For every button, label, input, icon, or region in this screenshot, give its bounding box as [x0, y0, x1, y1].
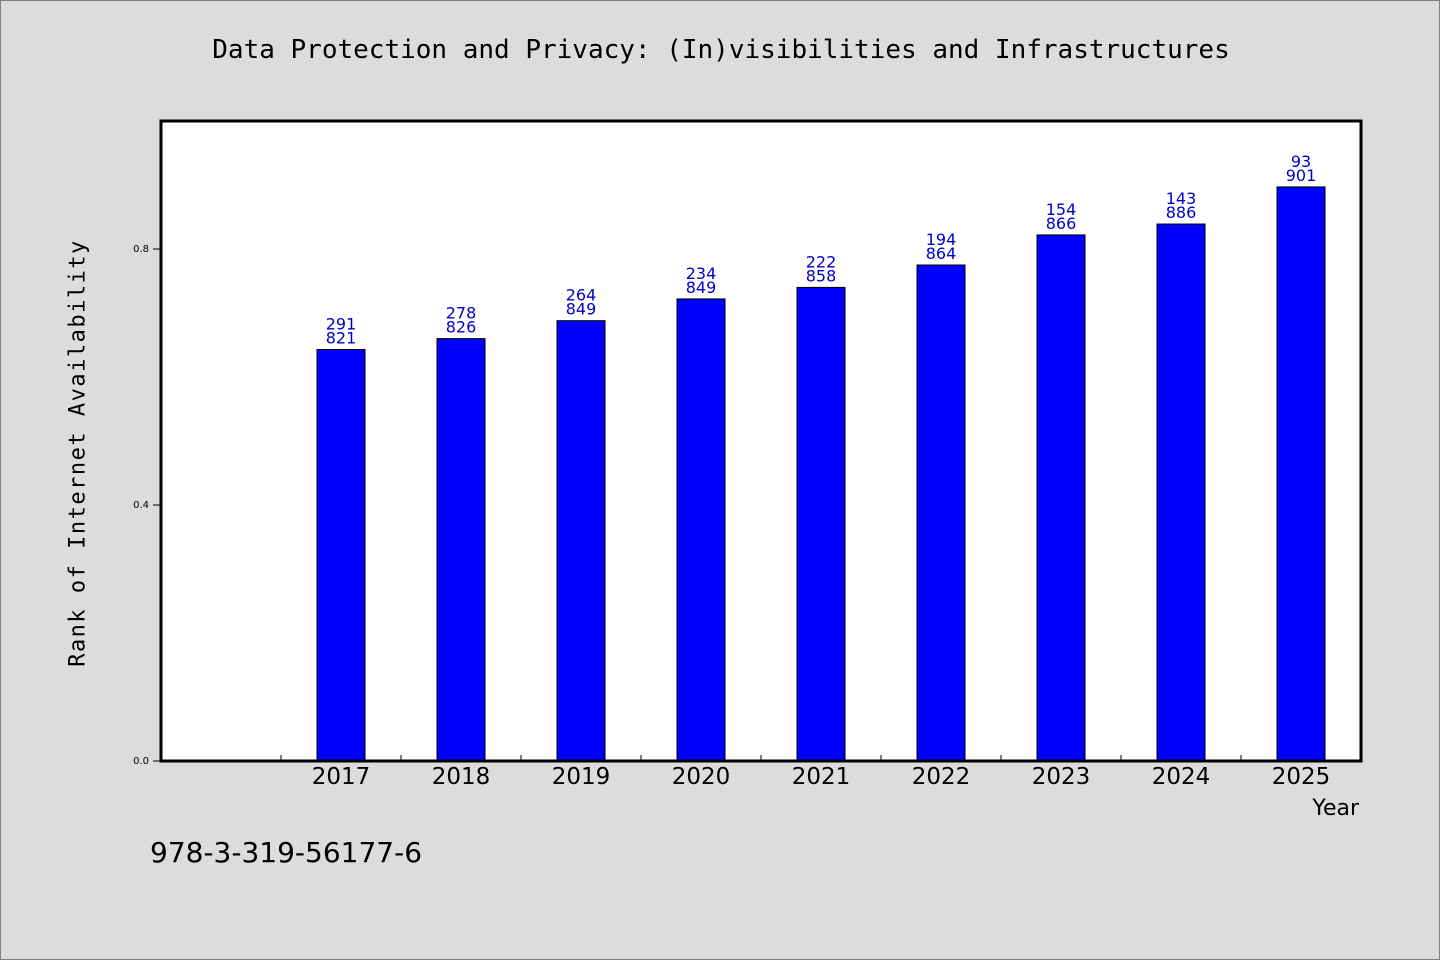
x-tick-label-2017: 2017: [312, 764, 371, 790]
y-axis-label: Rank of Internet Availability: [65, 239, 91, 667]
bar-label-top-2022: 194: [926, 230, 957, 249]
y-axis: 0.0 0.4 0.8: [133, 244, 161, 767]
bar-label-top-2024: 143: [1166, 189, 1197, 208]
x-tick-label-2023: 2023: [1032, 764, 1091, 790]
y-tick-label: 0.0: [133, 756, 149, 767]
bar-label-bottom-2023: 866: [1046, 214, 1077, 233]
x-tick-label-2018: 2018: [432, 764, 491, 790]
bar-label-bottom-2018: 826: [446, 318, 477, 337]
y-tick-label: 0.8: [133, 244, 149, 255]
x-tick-label-2024: 2024: [1152, 764, 1211, 790]
bar-label-top-2021: 222: [806, 252, 837, 271]
bar-labels: 2918212788262648492348492228581948641548…: [326, 152, 1317, 348]
plot-frame: [159, 119, 1363, 763]
chart-title: Data Protection and Privacy: (In)visibil…: [212, 35, 1230, 65]
bar-2020: [676, 298, 726, 762]
x-tick-label-2019: 2019: [552, 764, 611, 790]
bar-2017: [316, 348, 366, 762]
bar-2021: [796, 286, 846, 762]
bar-label-bottom-2020: 849: [686, 278, 717, 297]
bar-label-bottom-2024: 886: [1166, 203, 1197, 222]
isbn-text: 978-3-319-56177-6: [150, 836, 423, 869]
bar-2022: [916, 264, 966, 762]
bar-label-bottom-2021: 858: [806, 266, 837, 285]
bar-label-top-2017: 291: [326, 314, 357, 333]
bar-label-top-2025: 93: [1291, 152, 1311, 171]
x-tick-label-2021: 2021: [792, 764, 851, 790]
x-tick-label-2020: 2020: [672, 764, 731, 790]
y-tick-label: 0.4: [133, 500, 149, 511]
category-labels: 2017 2018 2019 2020 2021 2022 2023 2024 2025: [312, 764, 1331, 790]
bar-2025: [1276, 186, 1326, 762]
bar-label-bottom-2022: 864: [926, 244, 957, 263]
bar-2024: [1156, 223, 1206, 762]
bar-series: [316, 186, 1326, 762]
bar-2019: [556, 320, 606, 762]
x-tick-label-2025: 2025: [1272, 764, 1331, 790]
bar-2023: [1036, 234, 1086, 762]
bar-2018: [436, 338, 486, 762]
bar-label-top-2018: 278: [446, 304, 477, 323]
bar-label-top-2023: 154: [1046, 200, 1077, 219]
bar-label-bottom-2017: 821: [326, 328, 357, 347]
bar-label-bottom-2025: 901: [1286, 166, 1317, 185]
bar-label-top-2019: 264: [566, 286, 597, 305]
bar-label-bottom-2019: 849: [566, 300, 597, 319]
bar-label-top-2020: 234: [686, 264, 717, 283]
x-tick-label-2022: 2022: [912, 764, 971, 790]
x-axis-label: Year: [1312, 796, 1359, 821]
